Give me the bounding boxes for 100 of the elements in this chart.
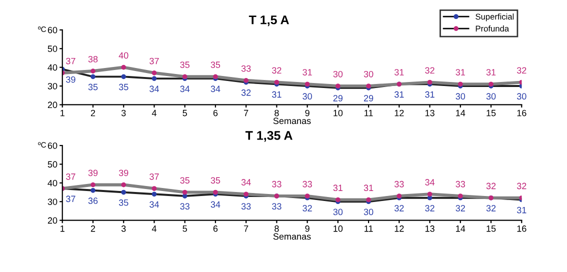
data-label: 35 xyxy=(180,177,190,184)
x-tick-label: 12 xyxy=(394,225,404,232)
chart-title: T 1,5 A xyxy=(248,16,289,26)
data-label: 36 xyxy=(88,198,98,204)
data-label: 32 xyxy=(425,67,434,74)
data-label: 35 xyxy=(210,62,220,68)
data-label: 32 xyxy=(425,205,434,212)
data-label: 33 xyxy=(302,180,312,188)
y-tick-label: 40 xyxy=(48,64,58,71)
data-label: 39 xyxy=(118,170,128,176)
x-tick-label: 6 xyxy=(213,110,218,116)
data-label: 31 xyxy=(394,69,404,76)
data-label: 34 xyxy=(241,179,251,186)
x-tick-label: 16 xyxy=(517,225,526,232)
x-tick-label: 9 xyxy=(305,110,310,116)
data-label: 33 xyxy=(394,180,404,188)
x-tick-label: 8 xyxy=(274,225,279,232)
y-tick-label: 60 xyxy=(48,26,58,34)
data-label: 32 xyxy=(516,67,526,74)
data-label: 37 xyxy=(66,58,76,64)
data-label: 30 xyxy=(456,93,466,100)
data-label: 33 xyxy=(241,203,251,210)
data-label: 34 xyxy=(150,201,159,208)
data-label: 31 xyxy=(364,184,374,192)
data-label: 32 xyxy=(302,205,312,212)
data-label: 31 xyxy=(302,69,312,76)
y-tick-label: 30 xyxy=(48,82,58,90)
data-label: 33 xyxy=(456,180,466,188)
x-tick-label: 15 xyxy=(486,110,496,116)
x-tick-label: 13 xyxy=(425,110,434,116)
legend-label: Profunda xyxy=(476,25,510,32)
data-label: 31 xyxy=(456,69,465,76)
x-tick-label: 4 xyxy=(152,110,156,116)
x-tick-label: 3 xyxy=(121,225,126,232)
x-tick-label: 2 xyxy=(90,110,96,116)
data-label: 31 xyxy=(272,91,282,98)
data-label: 33 xyxy=(272,180,282,188)
data-label: 30 xyxy=(516,93,526,100)
y-tick-label: 20 xyxy=(48,102,58,108)
x-tick-label: 2 xyxy=(90,225,96,232)
data-label: 29 xyxy=(364,95,374,102)
y-tick-label: 30 xyxy=(48,198,58,205)
data-label: 30 xyxy=(302,93,312,100)
data-label: 31 xyxy=(486,69,496,76)
data-label: 29 xyxy=(333,95,343,102)
data-label: 35 xyxy=(210,177,220,184)
x-tick-label: 3 xyxy=(121,110,126,116)
data-label: 30 xyxy=(333,208,343,216)
data-label: 30 xyxy=(364,70,374,78)
x-tick-label: 5 xyxy=(182,110,187,116)
data-label: 30 xyxy=(364,208,374,216)
data-label: 32 xyxy=(241,89,251,96)
x-tick-label: 6 xyxy=(213,225,218,232)
chart-title: T 1,35 A xyxy=(245,131,292,142)
data-label: 32 xyxy=(486,205,496,212)
data-label: 37 xyxy=(150,173,159,180)
y-tick-label: 50 xyxy=(48,46,58,52)
x-tick-label: 16 xyxy=(517,110,526,116)
x-tick-label: 8 xyxy=(274,110,279,116)
x-axis-title: Semanas xyxy=(273,233,311,240)
x-tick-label: 14 xyxy=(456,110,466,116)
data-label: 30 xyxy=(333,70,343,78)
data-label: 33 xyxy=(241,65,251,72)
data-label: 34 xyxy=(150,86,159,92)
data-label: 31 xyxy=(516,206,526,214)
x-tick-label: 10 xyxy=(334,110,343,116)
x-tick-label: 11 xyxy=(364,110,373,116)
data-label: 39 xyxy=(66,76,76,83)
y-tick-label: 20 xyxy=(48,217,58,224)
x-tick-label: 7 xyxy=(244,110,248,116)
data-label: 39 xyxy=(88,170,98,176)
data-label: 35 xyxy=(180,62,190,68)
x-tick-label: 9 xyxy=(305,225,310,232)
y-tick-label: 50 xyxy=(48,161,58,168)
data-label: 33 xyxy=(272,203,282,210)
x-axis-title: Semanas xyxy=(273,118,311,124)
y-tick-label: 40 xyxy=(48,180,58,186)
x-tick-label: 13 xyxy=(425,225,434,232)
data-label: 40 xyxy=(118,52,128,59)
x-tick-label: 5 xyxy=(182,226,187,232)
x-tick-label: 10 xyxy=(334,225,343,232)
x-tick-label: 15 xyxy=(486,226,496,232)
data-label: 34 xyxy=(425,179,435,186)
data-label: 32 xyxy=(394,205,404,212)
data-label: 31 xyxy=(333,184,343,192)
x-tick-label: 1 xyxy=(60,110,64,116)
data-label: 37 xyxy=(150,58,159,64)
x-tick-label: 12 xyxy=(394,110,404,116)
data-label: 32 xyxy=(486,182,496,190)
data-label: 34 xyxy=(180,86,190,92)
data-label: 34 xyxy=(210,201,220,208)
data-label: 37 xyxy=(66,173,76,180)
data-label: 32 xyxy=(516,182,526,190)
x-tick-label: 11 xyxy=(364,226,373,232)
data-label: 31 xyxy=(425,91,434,98)
x-tick-label: 1 xyxy=(60,226,64,232)
data-label: 32 xyxy=(456,205,465,212)
y-tick-label: 60 xyxy=(48,142,58,149)
data-label: 35 xyxy=(118,84,128,90)
data-label: 30 xyxy=(486,93,496,100)
